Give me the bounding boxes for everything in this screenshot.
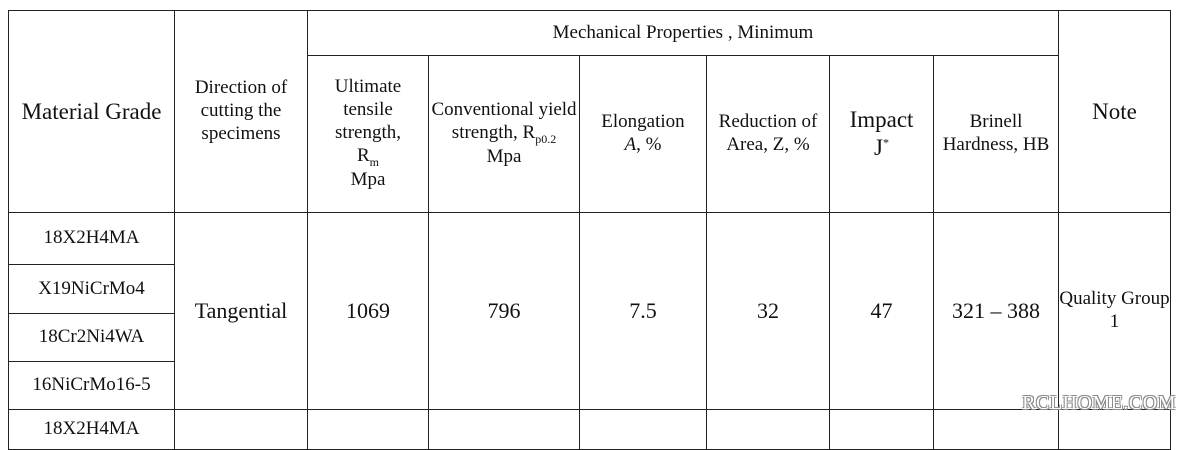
impact-superscript: * [882,135,889,150]
empty-cell [706,409,830,450]
table-row-partial: 18X2H4MA [8,409,1171,450]
yield-unit: Mpa [486,146,522,168]
uts-cell: 1069 [307,212,429,410]
empty-cell [829,409,934,450]
yield-symbol: R [522,121,536,143]
grade-cell: 18Cr2Ni4WA [8,313,175,362]
header-direction: Direction of cutting the specimens [174,10,308,213]
impact-unit: J [874,135,883,160]
uts-symbol: R [356,144,370,166]
note-cell: Quality Group 1 [1058,212,1171,410]
grade-cell: 18X2H4MA [8,212,175,265]
brinell-cell: 321 – 388 [933,212,1059,410]
yield-subscript: p0.2 [535,131,557,146]
empty-cell [1058,409,1171,450]
mechanical-properties-table: Material Grade Direction of cutting the … [8,10,1171,450]
grade-cell: 16NiCrMo16-5 [8,361,175,410]
uts-subscript: m [369,154,380,169]
elongation-cell: 7.5 [579,212,707,410]
yield-label: Conventional yield strength, [431,99,577,143]
impact-label: Impact [849,107,914,133]
empty-cell [933,409,1059,450]
header-brinell-hardness: Brinell Hardness, HB [933,55,1059,213]
header-note: Note [1058,10,1171,213]
uts-label: Ultimate tensile strength, [334,76,402,143]
direction-cell: Tangential [174,212,308,410]
empty-cell [579,409,707,450]
header-reduction-of-area: Reduction of Area, Z, % [706,55,830,213]
header-mechanical-properties: Mechanical Properties , Minimum [307,10,1059,56]
table-row: 18X2H4MA Tangential 1069 796 7.5 32 47 3… [8,212,1171,410]
elongation-symbol: A [624,134,637,155]
grade-cell: 18X2H4MA [8,409,175,450]
header-ultimate-tensile-strength: Ultimate tensile strength, Rm Mpa [307,55,429,213]
header-elongation: Elongation A, % [579,55,707,213]
elongation-unit: , % [636,134,662,155]
table-row: 16NiCrMo16-5 [8,361,1171,410]
header-yield-strength: Conventional yield strength, Rp0.2 Mpa [428,55,580,213]
header-material-grade: Material Grade [8,10,175,213]
empty-cell [174,409,308,450]
empty-cell [307,409,429,450]
watermark: RCLHOME.COM [1022,392,1176,414]
empty-cell [428,409,580,450]
grade-cell: X19NiCrMo4 [8,264,175,314]
yield-cell: 796 [428,212,580,410]
table-row: X19NiCrMo4 [8,264,1171,314]
uts-unit: Mpa [350,168,386,190]
elongation-label: Elongation [601,111,685,133]
header-impact: Impact J* [829,55,934,213]
impact-cell: 47 [829,212,934,410]
reduction-cell: 32 [706,212,830,410]
